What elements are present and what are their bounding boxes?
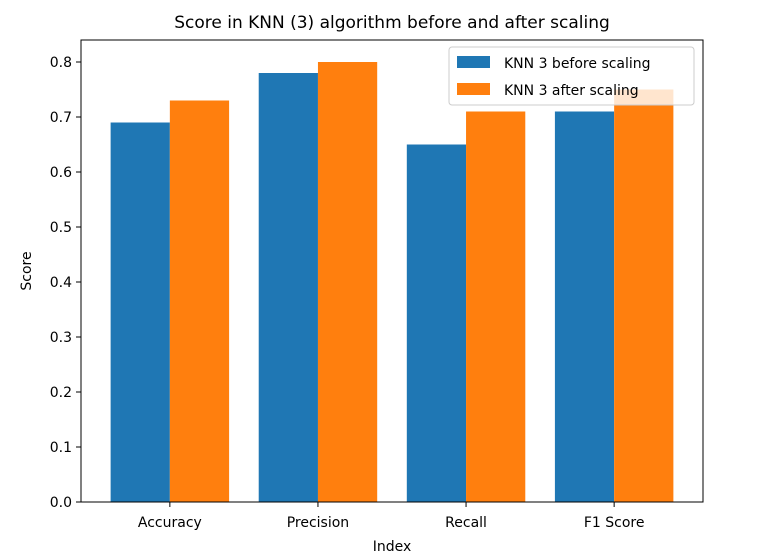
legend-swatch-after — [457, 83, 490, 95]
plot-frame — [80, 39, 704, 503]
bar-recall-before — [406, 144, 467, 502]
legend-swatch-before — [457, 56, 490, 68]
y-tick-label: 0.1 — [50, 440, 72, 456]
x-axis-label: Index — [373, 539, 412, 555]
bar-f1-score-before — [554, 111, 615, 502]
y-axis: 0.0 0.1 0.2 0.3 0.4 0.5 0.6 0.7 0.8 — [50, 55, 81, 511]
y-tick-label: 0.4 — [50, 275, 72, 291]
x-tick-label: Accuracy — [138, 515, 202, 531]
y-tick-label: 0.3 — [50, 330, 72, 346]
bar-precision-after — [317, 62, 378, 502]
y-tick-label: 0.6 — [50, 165, 72, 181]
y-tick-label: 0.7 — [50, 110, 72, 126]
bar-precision-before — [258, 73, 318, 502]
bar-accuracy-after — [169, 100, 230, 502]
y-tick-label: 0.5 — [50, 220, 72, 236]
y-tick-label: 0.8 — [50, 55, 72, 71]
x-tick-label: Recall — [445, 515, 487, 531]
bar-f1-score-after — [614, 89, 674, 502]
x-tick-label: Precision — [287, 515, 349, 531]
chart-title: Score in KNN (3) algorithm before and af… — [174, 13, 610, 33]
legend-box — [448, 46, 695, 106]
x-tick-label: F1 Score — [584, 515, 645, 531]
legend-label-before: KNN 3 before scaling — [504, 56, 651, 72]
y-axis-label: Score — [19, 251, 35, 290]
bar-accuracy-before — [110, 122, 170, 502]
y-tick-label: 0.0 — [50, 495, 72, 511]
legend: KNN 3 before scaling KNN 3 after scaling — [448, 46, 695, 106]
bar-recall-after — [466, 111, 526, 502]
y-tick-label: 0.2 — [50, 385, 72, 401]
bars-group — [110, 62, 674, 502]
x-axis: Accuracy Precision Recall F1 Score — [138, 502, 645, 531]
legend-label-after: KNN 3 after scaling — [504, 83, 639, 99]
